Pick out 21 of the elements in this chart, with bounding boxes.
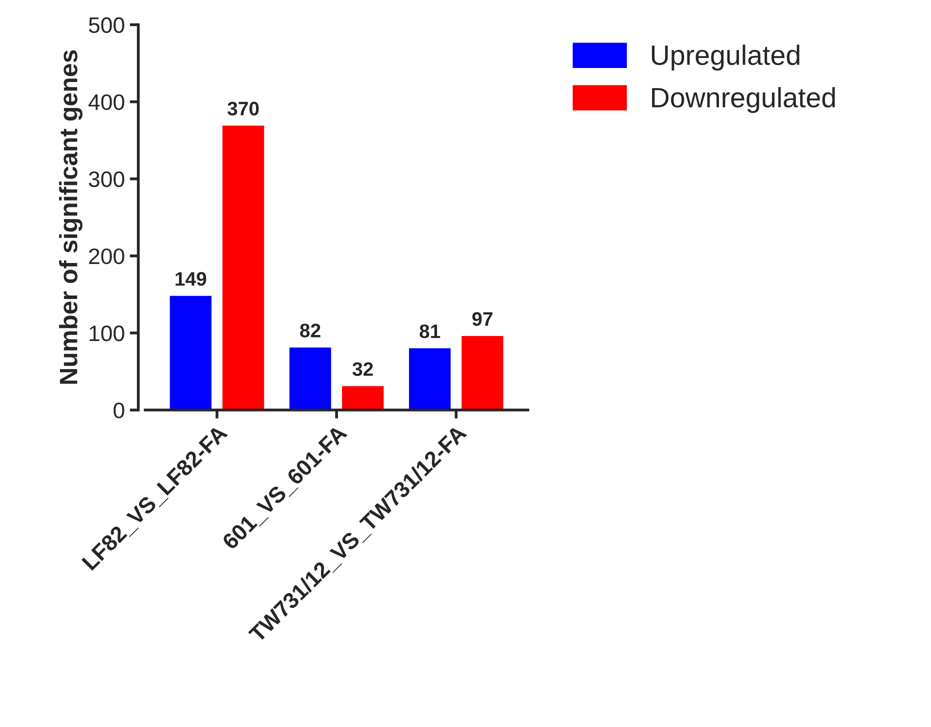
y-tick-label: 500 (88, 17, 124, 33)
legend-label: Downregulated (652, 87, 835, 113)
bar (340, 384, 386, 410)
bar (460, 334, 505, 410)
data-label: 82 (300, 324, 320, 338)
y-tick-label: 300 (88, 171, 124, 188)
data-label: 370 (228, 102, 259, 116)
data-label: 97 (472, 312, 492, 326)
bar (168, 294, 213, 410)
legend-label: Upregulated (652, 44, 800, 71)
y-tick-label: 0 (114, 402, 124, 418)
y-axis-title: Number of significant genes (59, 50, 82, 384)
data-label: 149 (176, 272, 206, 286)
y-tick-label: 200 (89, 248, 124, 264)
bar (221, 124, 266, 410)
y-tick-label: 100 (90, 326, 124, 342)
data-label: 81 (420, 324, 440, 338)
data-label: 32 (352, 362, 373, 376)
bar (288, 346, 332, 410)
y-tick-label: 400 (88, 94, 124, 110)
bar (408, 346, 452, 410)
